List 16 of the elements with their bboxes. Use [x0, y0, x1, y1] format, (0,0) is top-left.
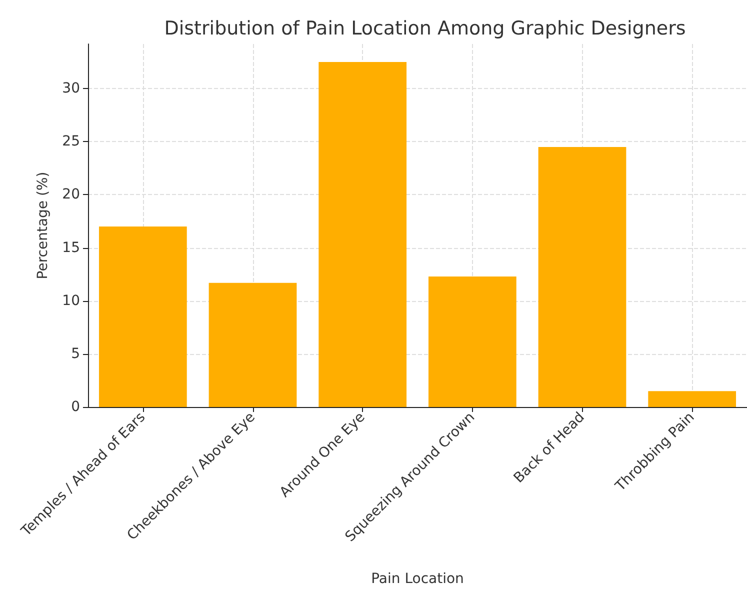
bar: [648, 391, 736, 407]
y-tick-label: 25: [62, 134, 80, 150]
y-tick-label: 30: [62, 80, 80, 97]
y-tick-label: 20: [62, 186, 80, 203]
x-axis-title: Pain Location: [371, 571, 464, 587]
bar: [428, 276, 516, 407]
bar: [98, 226, 187, 407]
y-axis-title: Percentage (%): [35, 172, 51, 280]
y-tick-label: 0: [71, 399, 80, 415]
chart-title: Distribution of Pain Location Among Graphic Designers: [164, 18, 686, 40]
y-tick-label: 5: [71, 346, 80, 362]
y-tick-label: 15: [62, 240, 80, 256]
bar: [538, 146, 626, 407]
y-tick-label: 10: [62, 292, 80, 309]
bar: [208, 282, 297, 407]
bar: [318, 62, 407, 407]
